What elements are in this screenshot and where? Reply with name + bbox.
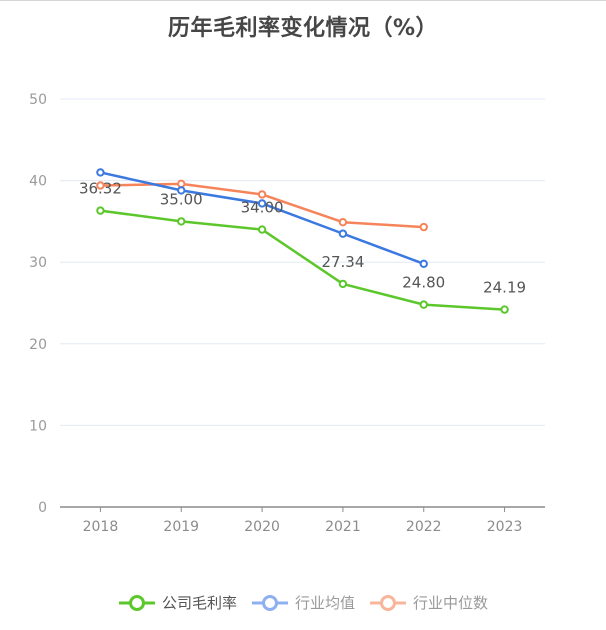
- data-point[interactable]: [338, 218, 348, 227]
- data-point[interactable]: [96, 206, 105, 215]
- data-point[interactable]: [338, 229, 348, 238]
- x-tick-label: 2021: [325, 519, 361, 535]
- data-label: 27.34: [321, 253, 364, 271]
- y-axis: 0 10 20 30 40 50: [29, 92, 47, 516]
- data-point[interactable]: [419, 300, 428, 309]
- legend-label: 行业中位数: [413, 594, 489, 612]
- chart-title: 历年毛利率变化情况（%）: [167, 16, 439, 41]
- data-label: 34.00: [241, 199, 284, 217]
- legend: 公司毛利率 行业均值 行业中位数: [0, 592, 606, 613]
- line-circle-icon: [370, 594, 406, 611]
- data-point[interactable]: [257, 190, 267, 199]
- x-tick-label: 2020: [244, 519, 280, 535]
- data-label: 36.32: [79, 180, 122, 198]
- series-line: [100, 209, 505, 311]
- x-axis: 2018 2019 2020 2021 2022 2023: [60, 506, 545, 535]
- data-point[interactable]: [257, 199, 267, 208]
- data-point[interactable]: [500, 305, 509, 314]
- y-tick-label: 40: [29, 174, 47, 190]
- line-circle-icon: [251, 594, 288, 611]
- data-label: 24.80: [402, 274, 445, 292]
- legend-label: 公司毛利率: [161, 594, 237, 612]
- x-tick-label: 2019: [163, 519, 199, 535]
- legend-item-industry-median[interactable]: 行业中位数: [369, 592, 488, 613]
- x-tick-label: 2018: [83, 519, 119, 535]
- legend-item-company[interactable]: 公司毛利率: [118, 592, 237, 613]
- data-point[interactable]: [338, 279, 348, 289]
- data-point[interactable]: [177, 179, 186, 189]
- data-point[interactable]: [257, 225, 267, 234]
- data-point[interactable]: [177, 186, 186, 195]
- line-circle-icon: [118, 594, 155, 611]
- series-lines: [96, 168, 509, 314]
- data-label: 35.00: [160, 190, 203, 208]
- y-tick-label: 20: [29, 337, 47, 353]
- y-tick-label: 30: [29, 255, 47, 271]
- y-tick-label: 50: [29, 92, 47, 108]
- top-border: [0, 0, 606, 1]
- legend-label: 行业均值: [294, 594, 355, 612]
- data-point[interactable]: [419, 259, 428, 269]
- data-point[interactable]: [96, 181, 105, 190]
- y-tick-label: 10: [29, 418, 47, 434]
- line-chart: 0 10 20 30 40 50 2018 2019 2020 2021 2022 2023 36.…: [29, 92, 545, 535]
- data-point[interactable]: [96, 168, 105, 177]
- x-tick-label: 2023: [487, 519, 523, 535]
- data-point[interactable]: [419, 222, 428, 232]
- x-tick-label: 2022: [406, 519, 442, 535]
- data-label: 24.19: [483, 279, 526, 297]
- grid-lines: [60, 98, 545, 426]
- data-labels: 36.32 35.00 34.00 27.34 24.80 24.19: [79, 180, 526, 297]
- y-tick-label: 0: [38, 500, 47, 516]
- data-point[interactable]: [177, 217, 186, 226]
- legend-item-industry-average[interactable]: 行业均值: [251, 592, 355, 613]
